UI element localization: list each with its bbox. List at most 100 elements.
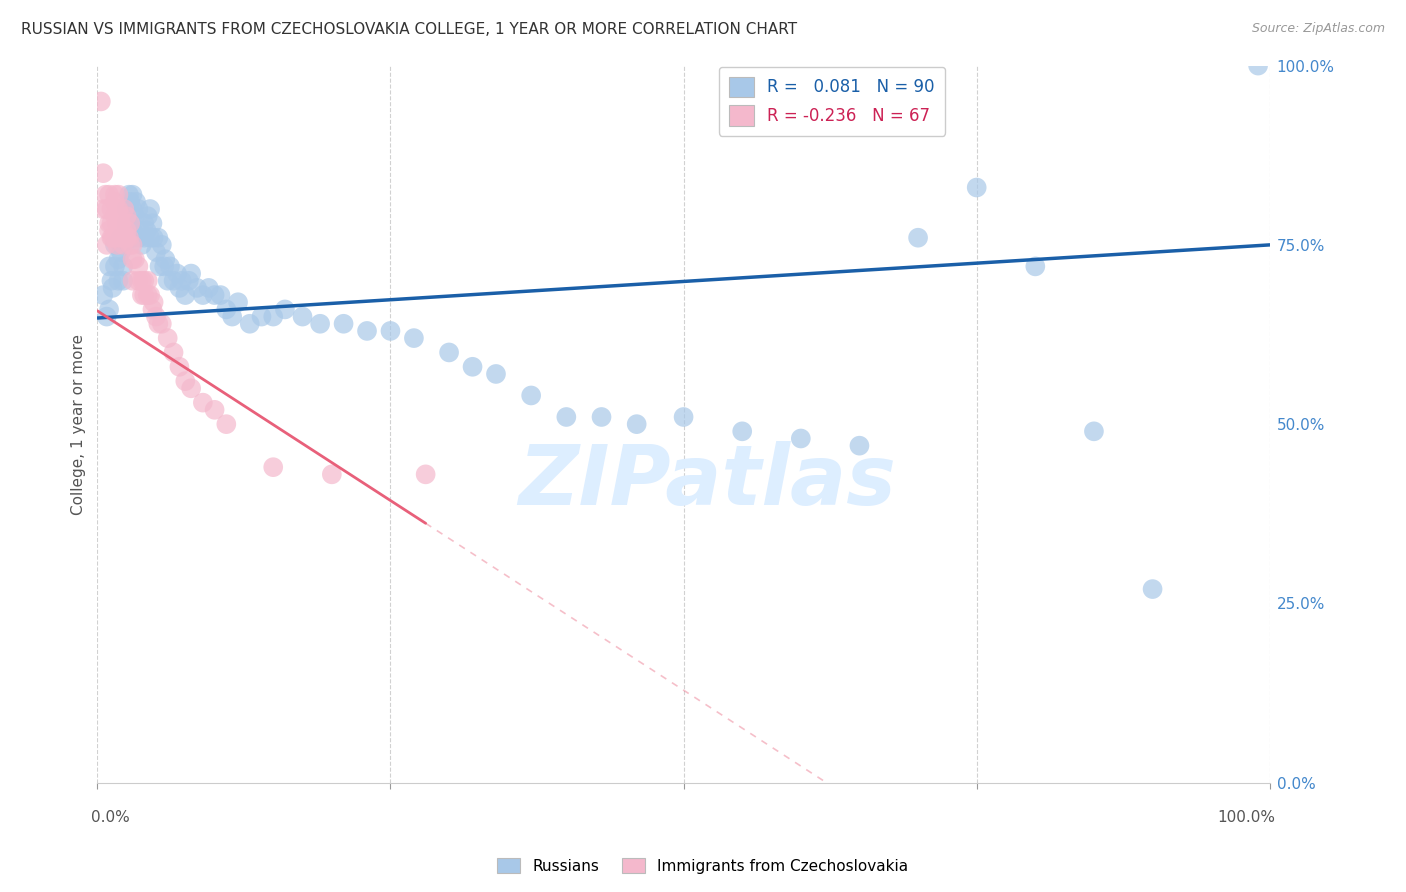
Point (96, 310, 118, 324)
Point (104, 230, 127, 244)
Point (104, 238, 127, 252)
Point (150, 317, 173, 331)
Point (520, 388, 543, 402)
Point (461, 359, 484, 374)
Point (118, 187, 141, 202)
Point (105, 216, 128, 230)
Point (124, 209, 146, 223)
Point (907, 230, 929, 244)
Point (150, 238, 173, 252)
Point (112, 238, 135, 252)
Text: Source: ZipAtlas.com: Source: ZipAtlas.com (1251, 22, 1385, 36)
Point (94, 187, 117, 202)
Point (332, 317, 354, 331)
Point (141, 216, 163, 230)
Point (141, 302, 163, 317)
Point (91, 202, 114, 216)
Point (174, 374, 197, 388)
Point (380, 324, 402, 338)
Point (191, 395, 214, 409)
Point (169, 281, 191, 295)
Point (96, 238, 118, 252)
Point (131, 238, 153, 252)
Point (91, 288, 114, 302)
Point (215, 302, 238, 317)
Point (555, 409, 578, 424)
Point (112, 230, 135, 244)
Y-axis label: College, 1 year or more: College, 1 year or more (72, 334, 86, 515)
Point (98, 223, 121, 237)
Point (121, 238, 143, 252)
Point (221, 310, 243, 324)
Point (226, 295, 249, 310)
Point (262, 460, 284, 475)
Point (124, 230, 146, 244)
Point (274, 302, 297, 317)
Point (1024, 260, 1046, 274)
Point (197, 281, 219, 295)
Point (131, 288, 153, 302)
Point (790, 432, 813, 446)
Point (591, 409, 613, 424)
Point (121, 187, 143, 202)
Point (159, 260, 181, 274)
Point (402, 331, 425, 345)
Point (118, 216, 141, 230)
Point (1142, 582, 1164, 596)
Point (105, 238, 128, 252)
Point (148, 260, 170, 274)
Point (100, 216, 122, 230)
Point (121, 223, 143, 237)
Point (115, 209, 138, 223)
Point (134, 230, 156, 244)
Point (112, 260, 135, 274)
Point (215, 417, 238, 432)
Point (134, 216, 156, 230)
Point (118, 230, 141, 244)
Point (1083, 425, 1105, 439)
Point (239, 317, 262, 331)
Point (107, 230, 129, 244)
Point (105, 202, 128, 216)
Point (170, 274, 193, 288)
Point (98, 302, 121, 317)
Point (110, 230, 132, 244)
Point (120, 216, 142, 230)
Point (321, 467, 343, 482)
Point (115, 216, 138, 230)
Point (148, 230, 170, 244)
Point (136, 288, 159, 302)
Point (98, 216, 121, 230)
Point (120, 238, 142, 252)
Point (177, 274, 200, 288)
Point (127, 260, 149, 274)
Point (110, 230, 132, 244)
Point (134, 288, 156, 302)
Point (127, 202, 149, 216)
Point (112, 238, 135, 252)
Point (107, 187, 129, 202)
Point (121, 252, 143, 267)
Point (96, 202, 118, 216)
Point (626, 417, 648, 432)
Point (100, 230, 122, 244)
Point (204, 288, 226, 302)
Point (162, 345, 184, 359)
Point (127, 230, 149, 244)
Point (204, 402, 226, 417)
Point (115, 223, 138, 237)
Point (148, 317, 170, 331)
Point (125, 194, 148, 209)
Point (121, 274, 143, 288)
Point (110, 245, 132, 260)
Point (98, 187, 121, 202)
Point (156, 331, 179, 345)
Point (209, 288, 232, 302)
Legend: R =   0.081   N = 90, R = -0.236   N = 67: R = 0.081 N = 90, R = -0.236 N = 67 (718, 67, 945, 136)
Point (848, 439, 870, 453)
Point (136, 274, 159, 288)
Point (966, 180, 988, 194)
Point (136, 209, 159, 223)
Point (135, 223, 157, 237)
Point (104, 187, 127, 202)
